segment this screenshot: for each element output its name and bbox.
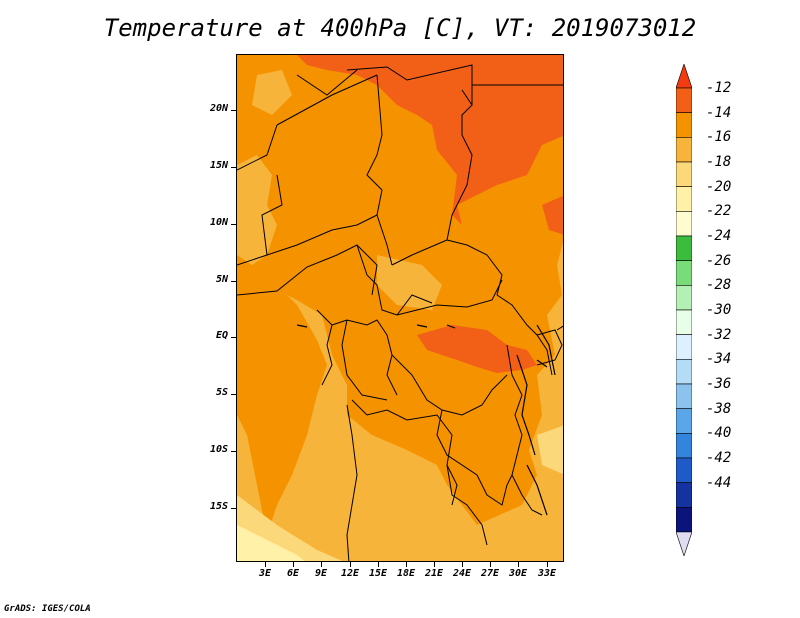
field-region-center-minus12 bbox=[417, 325, 537, 373]
latitude-tick-mark bbox=[231, 224, 236, 225]
colorbar bbox=[676, 64, 692, 556]
latitude-tick-mark bbox=[231, 508, 236, 509]
colorbar-label: -30 bbox=[706, 302, 732, 318]
colorbar-segment bbox=[676, 137, 692, 163]
longitude-tick-mark bbox=[490, 562, 491, 567]
colorbar-label: -22 bbox=[706, 203, 732, 220]
field-patch-se-minus18 bbox=[537, 425, 563, 475]
longitude-tick-label: 21E bbox=[424, 568, 444, 579]
colorbar-segment bbox=[676, 482, 692, 508]
colorbar-top-triangle bbox=[676, 64, 692, 89]
colorbar-label: -26 bbox=[706, 252, 732, 269]
longitude-tick-label: 6E bbox=[286, 568, 300, 579]
latitude-tick-mark bbox=[231, 451, 236, 452]
latitude-tick-mark bbox=[231, 167, 236, 168]
longitude-tick-label: 33E bbox=[537, 568, 557, 579]
colorbar-segment bbox=[676, 260, 692, 286]
colorbar-label: -14 bbox=[706, 104, 732, 121]
colorbar-label: -42 bbox=[706, 450, 732, 466]
colorbar-segment bbox=[676, 186, 692, 212]
colorbar-segment bbox=[676, 408, 692, 434]
latitude-tick-label: 15S bbox=[209, 501, 228, 512]
longitude-tick-mark bbox=[547, 562, 548, 567]
latitude-tick-label: 5S bbox=[215, 387, 228, 398]
colorbar-segment bbox=[676, 334, 692, 360]
colorbar-segment bbox=[676, 383, 692, 409]
colorbar-label: -38 bbox=[706, 400, 732, 417]
colorbar-segment bbox=[676, 112, 692, 138]
longitude-tick-label: 9E bbox=[314, 568, 328, 579]
colorbar-label: -12 bbox=[706, 80, 732, 96]
latitude-tick-label: 10N bbox=[209, 217, 228, 228]
colorbar-label: -40 bbox=[706, 425, 732, 442]
colorbar-label: -20 bbox=[706, 178, 732, 195]
colorbar-segment bbox=[676, 161, 692, 187]
longitude-tick-label: 15E bbox=[368, 568, 388, 579]
temperature-map bbox=[236, 54, 564, 562]
longitude-tick-mark bbox=[406, 562, 407, 567]
colorbar-label: -34 bbox=[706, 351, 732, 368]
field-region-north-minus12 bbox=[297, 55, 563, 225]
colorbar-segment bbox=[676, 507, 692, 533]
grads-credit: GrADS: IGES/COLA bbox=[4, 604, 91, 614]
longitude-tick-mark bbox=[434, 562, 435, 567]
colorbar-segment bbox=[676, 433, 692, 459]
chart-title: Temperature at 400hPa [C], VT: 201907301… bbox=[103, 14, 697, 42]
latitude-tick-mark bbox=[231, 337, 236, 338]
colorbar-segment bbox=[676, 235, 692, 261]
colorbar-segment bbox=[676, 87, 692, 113]
colorbar-label: -44 bbox=[706, 474, 732, 491]
longitude-tick-mark bbox=[378, 562, 379, 567]
field-patch-nw-minus16 bbox=[237, 155, 277, 265]
field-region-west-minus14 bbox=[237, 280, 327, 535]
latitude-tick-label: 20N bbox=[209, 103, 228, 114]
colorbar-label: -36 bbox=[706, 376, 732, 392]
latitude-tick-label: EQ bbox=[215, 330, 228, 341]
longitude-tick-mark bbox=[518, 562, 519, 567]
field-region-ne-minus12 bbox=[542, 195, 563, 235]
longitude-tick-mark bbox=[265, 562, 266, 567]
country-borders bbox=[237, 64, 563, 561]
longitude-tick-mark bbox=[350, 562, 351, 567]
longitude-tick-mark bbox=[293, 562, 294, 567]
longitude-tick-label: 30E bbox=[508, 568, 528, 579]
latitude-tick-mark bbox=[231, 394, 236, 395]
colorbar-label: -28 bbox=[706, 277, 732, 294]
colorbar-segment bbox=[676, 457, 692, 483]
field-patch-center-minus16 bbox=[377, 255, 442, 310]
longitude-tick-label: 27E bbox=[480, 568, 500, 579]
longitude-tick-label: 12E bbox=[340, 568, 360, 579]
longitude-tick-label: 3E bbox=[258, 568, 272, 579]
field-region-sw-minus20 bbox=[237, 525, 305, 561]
latitude-tick-mark bbox=[231, 281, 236, 282]
longitude-tick-label: 18E bbox=[396, 568, 416, 579]
longitude-tick-mark bbox=[321, 562, 322, 567]
colorbar-segment bbox=[676, 211, 692, 237]
colorbar-label: -16 bbox=[706, 129, 732, 146]
colorbar-bottom-triangle bbox=[676, 531, 692, 556]
longitude-tick-mark bbox=[462, 562, 463, 567]
colorbar-label: -24 bbox=[706, 228, 732, 244]
latitude-tick-label: 15N bbox=[209, 160, 228, 171]
colorbar-label: -32 bbox=[706, 326, 732, 343]
lake-outlines bbox=[296, 324, 556, 516]
latitude-tick-label: 10S bbox=[209, 444, 228, 455]
longitude-tick-label: 24E bbox=[452, 568, 472, 579]
field-patch-n-minus16 bbox=[252, 70, 292, 115]
latitude-tick-label: 5N bbox=[215, 274, 228, 285]
colorbar-segment bbox=[676, 309, 692, 335]
colorbar-segment bbox=[676, 359, 692, 385]
colorbar-segment bbox=[676, 285, 692, 311]
latitude-tick-mark bbox=[231, 110, 236, 111]
colorbar-label: -18 bbox=[706, 154, 732, 170]
